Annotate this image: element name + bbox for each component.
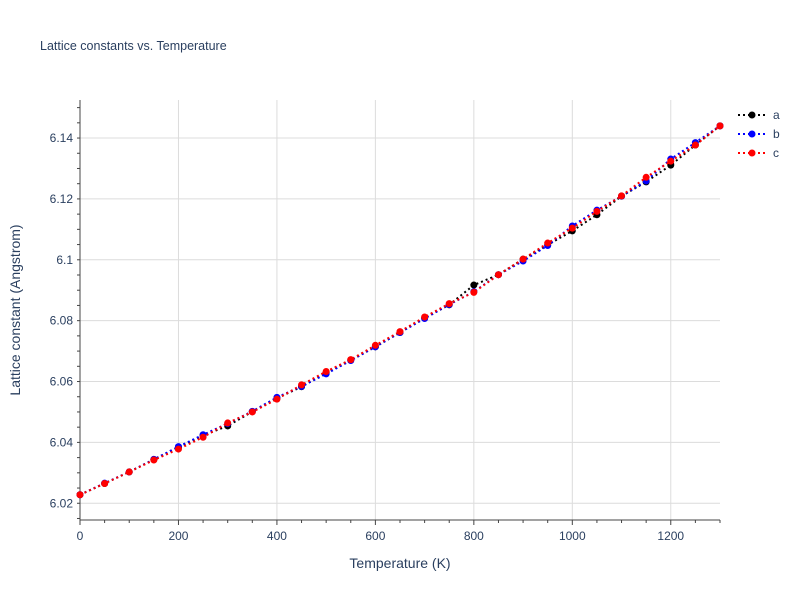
data-point-c[interactable] xyxy=(125,468,133,476)
legend-label-b: b xyxy=(773,127,780,141)
data-point-c[interactable] xyxy=(568,224,576,232)
data-point-c[interactable] xyxy=(519,255,527,263)
data-point-a[interactable] xyxy=(470,281,478,289)
legend-marker-c xyxy=(748,149,756,157)
series-a xyxy=(76,122,724,499)
data-point-c[interactable] xyxy=(716,122,724,130)
x-tick-label: 1200 xyxy=(657,529,684,543)
data-point-c[interactable] xyxy=(199,433,207,441)
x-tick-label: 0 xyxy=(77,529,84,543)
series-c xyxy=(76,122,724,499)
x-tick-label: 400 xyxy=(267,529,287,543)
legend-item-b[interactable]: b xyxy=(738,127,780,141)
data-point-c[interactable] xyxy=(273,395,281,403)
y-axis-title: Lattice constant (Angstrom) xyxy=(7,224,23,395)
data-point-c[interactable] xyxy=(150,456,158,464)
axes: 0 200 400 600 800 1000 1200 6.02 6.04 6.06 6.08 6.1… xyxy=(50,100,721,543)
data-point-c[interactable] xyxy=(667,157,675,165)
data-point-c[interactable] xyxy=(371,341,379,349)
legend-item-a[interactable]: a xyxy=(738,108,780,122)
data-point-c[interactable] xyxy=(593,207,601,215)
legend-marker-b xyxy=(748,130,756,138)
x-tick-label: 1000 xyxy=(559,529,586,543)
series-line-a xyxy=(79,125,721,496)
x-tick-label: 600 xyxy=(365,529,385,543)
data-point-c[interactable] xyxy=(322,367,330,375)
data-point-c[interactable] xyxy=(298,381,306,389)
series-line-c xyxy=(79,125,721,496)
y-tick-label: 6.14 xyxy=(50,131,74,145)
data-point-c[interactable] xyxy=(347,356,355,364)
data-point-c[interactable] xyxy=(494,271,502,279)
y-tick-label: 6.08 xyxy=(50,314,74,328)
data-point-c[interactable] xyxy=(76,491,84,499)
x-tick-label: 200 xyxy=(168,529,188,543)
legend-marker-a xyxy=(748,111,756,119)
y-tick-label: 6.12 xyxy=(50,192,74,206)
series-b xyxy=(76,122,724,499)
y-tick-label: 6.04 xyxy=(50,435,74,449)
series-line-b xyxy=(79,125,721,496)
x-axis-title: Temperature (K) xyxy=(349,555,450,571)
chart-title: Lattice constants vs. Temperature xyxy=(40,39,227,53)
data-point-c[interactable] xyxy=(174,445,182,453)
data-point-c[interactable] xyxy=(248,408,256,416)
data-point-c[interactable] xyxy=(618,192,626,200)
data-point-c[interactable] xyxy=(101,479,109,487)
data-point-c[interactable] xyxy=(544,239,552,247)
legend[interactable]: abc xyxy=(738,108,780,160)
legend-item-c[interactable]: c xyxy=(738,146,779,160)
data-point-c[interactable] xyxy=(445,300,453,308)
y-tick-label: 6.06 xyxy=(50,375,74,389)
data-point-c[interactable] xyxy=(691,141,699,149)
data-point-c[interactable] xyxy=(224,419,232,427)
series-layer xyxy=(76,122,724,499)
data-point-c[interactable] xyxy=(470,288,478,296)
data-point-c[interactable] xyxy=(642,173,650,181)
y-tick-label: 6.1 xyxy=(56,253,73,267)
grid xyxy=(80,100,720,520)
data-point-c[interactable] xyxy=(396,328,404,336)
y-tick-label: 6.02 xyxy=(50,496,74,510)
x-tick-label: 800 xyxy=(464,529,484,543)
legend-label-a: a xyxy=(773,108,780,122)
legend-label-c: c xyxy=(773,146,779,160)
data-point-c[interactable] xyxy=(421,313,429,321)
